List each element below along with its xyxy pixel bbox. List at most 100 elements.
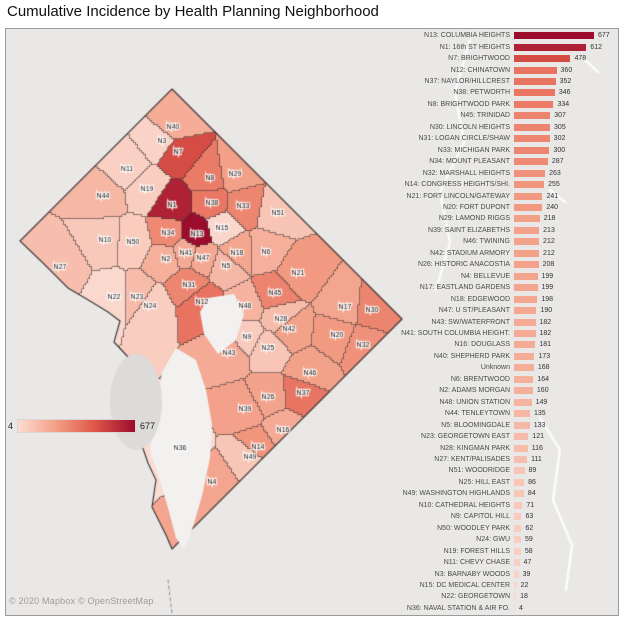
bar[interactable] bbox=[514, 375, 534, 383]
bar[interactable] bbox=[514, 192, 543, 200]
bar-row[interactable]: N27: KENT/PALISADES 111 bbox=[390, 454, 618, 465]
bar[interactable] bbox=[514, 410, 530, 418]
bar-row[interactable]: N11: CHEVY CHASE 47 bbox=[390, 557, 618, 568]
bar[interactable] bbox=[514, 581, 517, 589]
bar[interactable] bbox=[514, 364, 534, 372]
bar-row[interactable]: N42: STADIUM ARMORY 212 bbox=[390, 248, 618, 259]
bar[interactable] bbox=[514, 501, 523, 509]
bar-row[interactable]: N20: FORT DUPONT 240 bbox=[390, 202, 618, 213]
bar[interactable] bbox=[514, 272, 538, 280]
bar-row[interactable]: N41: SOUTH COLUMBIA HEIGHT. 182 bbox=[390, 328, 618, 339]
bar-row[interactable]: N32: MARSHALL HEIGHTS 263 bbox=[390, 167, 618, 178]
bar-row[interactable]: N37: NAYLOR/HILLCREST 352 bbox=[390, 76, 618, 87]
bar-row[interactable]: N15: DC MEDICAL CENTER 22 bbox=[390, 580, 618, 591]
bar[interactable] bbox=[514, 158, 548, 166]
bar[interactable] bbox=[514, 547, 521, 555]
bar[interactable] bbox=[514, 89, 555, 97]
bar[interactable] bbox=[514, 135, 550, 143]
bar[interactable] bbox=[514, 593, 517, 601]
bar[interactable] bbox=[514, 181, 545, 189]
bar[interactable] bbox=[514, 318, 536, 326]
bar-row[interactable]: N46: TWINING 212 bbox=[390, 236, 618, 247]
bar-row[interactable]: N3: BARNABY WOODS 39 bbox=[390, 568, 618, 579]
bar[interactable] bbox=[514, 55, 571, 63]
bar-row[interactable]: N2: ADAMS MORGAN 160 bbox=[390, 385, 618, 396]
bar[interactable] bbox=[514, 43, 587, 51]
bar[interactable] bbox=[514, 478, 525, 486]
bar-row[interactable]: N6: BRENTWOOD 164 bbox=[390, 374, 618, 385]
bar[interactable] bbox=[514, 249, 540, 257]
bar-row[interactable]: N5: BLOOMINGDALE 133 bbox=[390, 419, 618, 430]
bar-row[interactable]: N39: SAINT ELIZABETHS 213 bbox=[390, 225, 618, 236]
bar-row[interactable]: N43: SW/WATERFRONT 182 bbox=[390, 316, 618, 327]
bar-row[interactable]: N47: U ST/PLEASANT 190 bbox=[390, 305, 618, 316]
bar[interactable] bbox=[514, 169, 546, 177]
bar[interactable] bbox=[514, 112, 551, 120]
bar-row[interactable]: Unknown 168 bbox=[390, 362, 618, 373]
bar[interactable] bbox=[514, 307, 537, 315]
bar[interactable] bbox=[514, 559, 520, 567]
bar[interactable] bbox=[514, 433, 529, 441]
bar[interactable] bbox=[514, 387, 533, 395]
bar-row[interactable]: N40: SHEPHERD PARK 173 bbox=[390, 351, 618, 362]
bar-row[interactable]: N16: DOUGLASS 181 bbox=[390, 339, 618, 350]
bar[interactable] bbox=[514, 78, 556, 86]
bar-row[interactable]: N36: NAVAL STATION & AIR FO. 4 bbox=[390, 603, 618, 614]
bar-row[interactable]: N25: HILL EAST 86 bbox=[390, 477, 618, 488]
bar[interactable] bbox=[514, 352, 535, 360]
bar-row[interactable]: N26: HISTORIC ANACOSTIA 208 bbox=[390, 259, 618, 270]
bar[interactable] bbox=[514, 570, 519, 578]
bar-row[interactable]: N12: CHINATOWN 360 bbox=[390, 64, 618, 75]
bar[interactable] bbox=[514, 341, 536, 349]
bar-row[interactable]: N24: GWU 59 bbox=[390, 534, 618, 545]
bar[interactable] bbox=[514, 215, 540, 223]
bar-row[interactable]: N48: UNION STATION 149 bbox=[390, 397, 618, 408]
bar[interactable] bbox=[514, 123, 551, 131]
bar-row[interactable]: N14: CONGRESS HEIGHTS/SHI. 255 bbox=[390, 179, 618, 190]
bar[interactable] bbox=[514, 238, 540, 246]
bar[interactable] bbox=[514, 32, 594, 40]
bar[interactable] bbox=[514, 490, 524, 498]
bar-row[interactable]: N4: BELLEVUE 199 bbox=[390, 271, 618, 282]
bar-row[interactable]: N38: PETWORTH 346 bbox=[390, 87, 618, 98]
bar[interactable] bbox=[514, 467, 525, 475]
bar-row[interactable]: N34: MOUNT PLEASANT 287 bbox=[390, 156, 618, 167]
bar-row[interactable]: N17: EASTLAND GARDENS 199 bbox=[390, 282, 618, 293]
bar[interactable] bbox=[514, 421, 530, 429]
bar[interactable] bbox=[514, 66, 557, 74]
bar-row[interactable]: N44: TENLEYTOWN 135 bbox=[390, 408, 618, 419]
bar[interactable] bbox=[514, 146, 550, 154]
bar[interactable] bbox=[514, 455, 528, 463]
bar[interactable] bbox=[514, 295, 538, 303]
bar-row[interactable]: N51: WOODRIDGE 89 bbox=[390, 465, 618, 476]
bar-row[interactable]: N7: BRIGHTWOOD 478 bbox=[390, 53, 618, 64]
bar-row[interactable]: N9: CAPITOL HILL 63 bbox=[390, 511, 618, 522]
bar-row[interactable]: N1: 16th ST HEIGHTS 612 bbox=[390, 41, 618, 52]
bar-row[interactable]: N18: EDGEWOOD 198 bbox=[390, 293, 618, 304]
bar[interactable] bbox=[514, 536, 521, 544]
bar[interactable] bbox=[514, 261, 539, 269]
bar-row[interactable]: N33: MICHIGAN PARK 300 bbox=[390, 145, 618, 156]
bar-row[interactable]: N31: LOGAN CIRCLE/SHAW 302 bbox=[390, 133, 618, 144]
bar-row[interactable]: N10: CATHEDRAL HEIGHTS 71 bbox=[390, 500, 618, 511]
bar-row[interactable]: N23: GEORGETOWN EAST 121 bbox=[390, 431, 618, 442]
bar-row[interactable]: N8: BRIGHTWOOD PARK 334 bbox=[390, 99, 618, 110]
bar[interactable] bbox=[514, 444, 528, 452]
bar-row[interactable]: N50: WOODLEY PARK 62 bbox=[390, 522, 618, 533]
bar-row[interactable]: N21: FORT LINCOLN/GATEWAY 241 bbox=[390, 190, 618, 201]
bar-row[interactable]: N13: COLUMBIA HEIGHTS 677 bbox=[390, 30, 618, 41]
bar[interactable] bbox=[514, 100, 554, 108]
bar-row[interactable]: N29: LAMOND RIGGS 218 bbox=[390, 213, 618, 224]
bar-row[interactable]: N30: LINCOLN HEIGHTS 305 bbox=[390, 122, 618, 133]
bar[interactable] bbox=[514, 398, 532, 406]
bar-row[interactable]: N45: TRINIDAD 307 bbox=[390, 110, 618, 121]
bar[interactable] bbox=[514, 513, 522, 521]
bar-row[interactable]: N22: GEORGETOWN 18 bbox=[390, 591, 618, 602]
bar-row[interactable]: N28: KINGMAN PARK 116 bbox=[390, 442, 618, 453]
bar-row[interactable]: N19: FOREST HILLS 58 bbox=[390, 545, 618, 556]
bar[interactable] bbox=[514, 604, 515, 612]
bar[interactable] bbox=[514, 204, 543, 212]
bar[interactable] bbox=[514, 284, 538, 292]
bar[interactable] bbox=[514, 226, 540, 234]
bar[interactable] bbox=[514, 524, 522, 532]
